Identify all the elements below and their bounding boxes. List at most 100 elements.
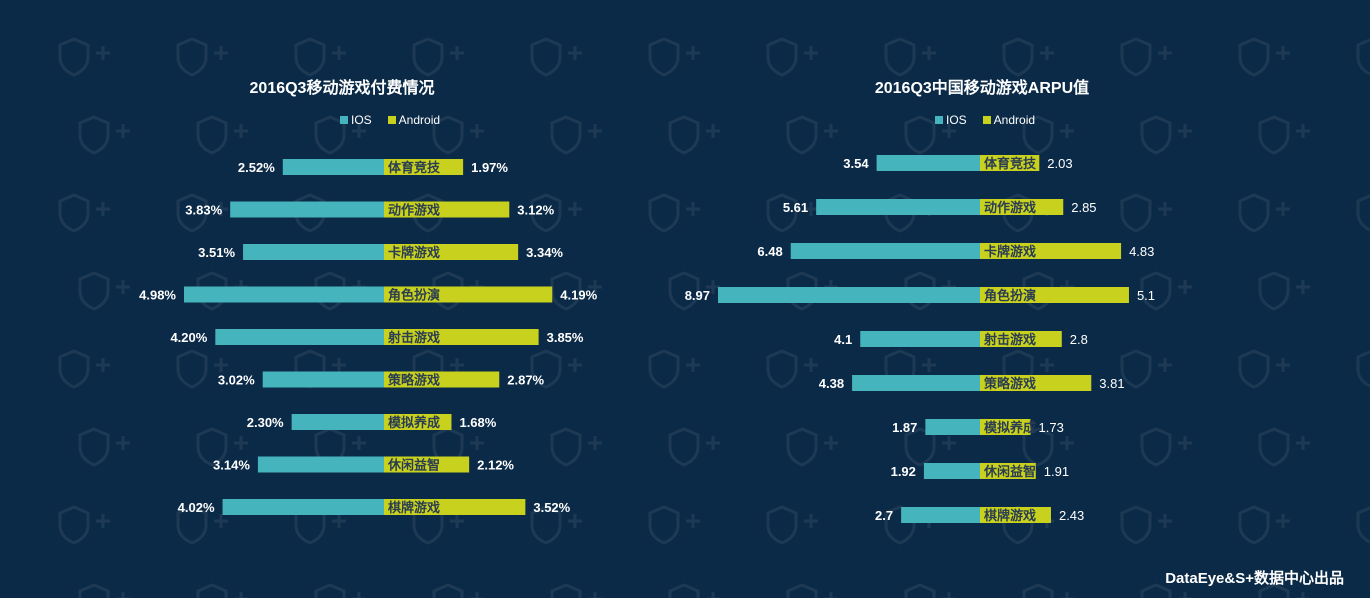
data-label-ios: 3.02% [218,373,255,388]
data-label-ios: 3.54 [843,156,869,171]
category-label: 角色扮演 [388,288,440,303]
data-label-ios: 4.1 [834,332,852,347]
legend-item-ios[interactable]: IOS [935,113,967,127]
watermark-logo [904,115,956,155]
bar-ios[interactable] [222,499,384,515]
data-label-android: 3.52% [533,500,570,515]
data-label-ios: 2.30% [247,415,284,430]
bar-android[interactable] [980,375,1092,391]
bar-ios[interactable] [923,463,980,479]
watermark-logo [1120,505,1172,545]
category-label: 棋牌游戏 [387,500,440,515]
legend-item-ios[interactable]: IOS [340,113,372,127]
watermark-logo [58,505,110,545]
bar-android[interactable] [980,243,1122,259]
watermark-logo [58,349,110,389]
watermark-logo [1258,427,1310,467]
watermark-logo [432,583,484,598]
legend-item-android[interactable]: Android [387,113,440,127]
data-label-ios: 1.87 [892,420,917,435]
bar-android[interactable] [980,419,1031,435]
watermark-logo [196,583,248,598]
watermark-logo [648,193,700,233]
category-label: 卡牌游戏 [984,244,1036,259]
watermark-logo [58,193,110,233]
watermark-logo [648,37,700,77]
bar-android[interactable] [384,244,519,260]
watermark-logo [1356,506,1370,544]
watermark-logo [530,37,582,77]
bar-android[interactable] [980,331,1062,347]
watermark-logo [1022,115,1074,155]
bar-android[interactable] [384,159,464,175]
bar-android[interactable] [980,155,1040,171]
bar-ios[interactable] [230,201,384,218]
category-label: 射击游戏 [387,330,440,345]
watermark-logo [904,583,956,598]
watermark-logo [78,115,130,155]
bar-chart-payment: 体育竞技 2.52% 1.97% 动作游戏 3.83% 3.12% 卡牌游戏 3.51% 3.3… [139,159,598,515]
watermark-logo [1120,37,1172,77]
watermark-logo [196,427,248,467]
bar-ios[interactable] [282,159,384,175]
watermark-logo [294,505,346,545]
watermark-logo [550,115,602,155]
bar-android[interactable] [384,329,539,345]
bar-ios[interactable] [243,244,384,260]
watermark-logo [884,37,936,77]
bar-ios[interactable] [790,243,980,259]
watermark-logo [1022,427,1074,467]
bar-android[interactable] [980,507,1051,523]
watermark-logo [1258,583,1310,598]
legend-swatch-android [982,116,991,124]
bar-ios[interactable] [852,375,980,391]
bar-ios[interactable] [816,199,980,215]
bar-android[interactable] [384,499,526,515]
bar-ios[interactable] [718,287,980,303]
watermark-logo [176,37,228,77]
data-label-android: 1.73 [1039,420,1064,435]
watermark-logo [314,583,366,598]
watermark-logo [1356,350,1370,388]
watermark-logo [530,193,582,233]
bar-android[interactable] [384,371,500,388]
watermark-logo [668,271,720,311]
bar-ios[interactable] [184,286,384,303]
data-label-ios: 2.7 [875,508,893,523]
bar-ios[interactable] [925,419,980,435]
bar-android[interactable] [384,201,510,218]
data-label-ios: 2.52% [238,160,275,175]
legend-item-android[interactable]: Android [982,113,1035,127]
bar-android[interactable] [384,456,470,473]
bar-ios[interactable] [901,507,980,523]
watermark-logo [1002,37,1054,77]
watermark-logo [314,115,366,155]
bar-ios[interactable] [257,456,384,473]
chart-legend: IOS Android [340,113,450,127]
category-label: 棋牌游戏 [983,508,1036,523]
bar-ios[interactable] [262,371,384,388]
chart-panel-arpu: 2016Q3中国移动游戏ARPU值 IOS Android 体育竞技 3.54 2.… [685,0,1370,598]
bar-android[interactable] [980,463,1036,479]
bar-android[interactable] [384,414,452,430]
watermark-logo [176,349,228,389]
watermark-logo [1140,427,1192,467]
data-label-ios: 3.51% [198,245,235,260]
bar-android[interactable] [384,286,553,303]
bar-ios[interactable] [291,414,384,430]
category-label: 模拟养成 [984,420,1036,435]
data-label-ios: 4.38 [819,376,844,391]
bar-android[interactable] [980,287,1129,303]
data-label-android: 2.43 [1059,508,1084,523]
watermark-logo [786,115,838,155]
data-label-android: 3.81 [1099,376,1124,391]
bar-ios[interactable] [215,329,384,345]
bar-ios[interactable] [876,155,980,171]
watermark-logo [668,115,720,155]
category-label: 射击游戏 [983,332,1036,347]
bar-android[interactable] [980,199,1064,215]
watermark-logo [786,427,838,467]
watermark-logo [550,427,602,467]
bar-ios[interactable] [860,331,980,347]
watermark-logo [550,271,602,311]
